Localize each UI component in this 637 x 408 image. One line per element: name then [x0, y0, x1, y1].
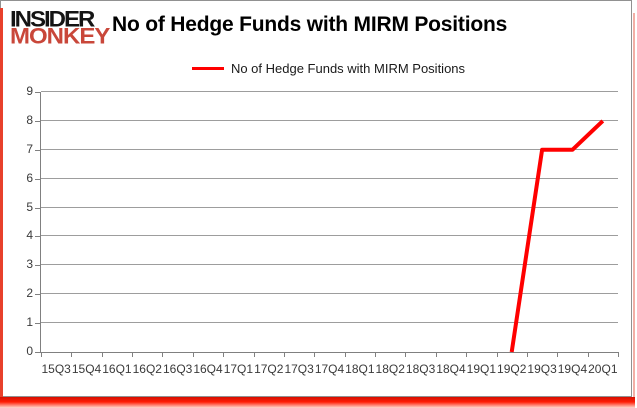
- x-axis-tick: [588, 352, 589, 357]
- y-axis-tick: [35, 323, 41, 325]
- x-axis-label: 18Q1: [345, 362, 375, 376]
- x-axis-label: 18Q4: [436, 362, 466, 376]
- x-axis-label: 19Q1: [466, 362, 497, 376]
- legend-label: No of Hedge Funds with MIRM Positions: [230, 60, 466, 76]
- x-axis-label: 17Q2: [254, 362, 284, 376]
- x-axis-tick: [162, 352, 163, 357]
- x-axis-label: 16Q4: [193, 362, 223, 376]
- gridline: [41, 177, 618, 179]
- x-axis-label: 16Q1: [102, 362, 132, 376]
- y-axis-label: 7: [26, 141, 33, 156]
- gridline: [41, 293, 618, 295]
- gridline: [41, 322, 618, 324]
- data-line-layer: [509, 119, 605, 353]
- x-axis-label: 16Q2: [132, 362, 162, 376]
- x-axis-tick: [223, 352, 224, 357]
- insider-monkey-logo: INSIDER MONKEY: [10, 7, 110, 50]
- gridline: [41, 206, 618, 208]
- y-axis-tick: [35, 92, 41, 93]
- x-axis-tick: [254, 352, 255, 357]
- chart-frame: [0, 0, 632, 397]
- x-axis-label: 19Q2: [497, 362, 527, 376]
- chart-title: No of Hedge Funds with MIRM Positions: [112, 13, 508, 36]
- x-axis-label: 19Q3: [527, 362, 557, 376]
- gridline: [41, 91, 618, 92]
- x-axis-tick: [527, 352, 528, 357]
- y-axis-label: 3: [26, 257, 33, 272]
- x-axis-label: 16Q3: [162, 362, 193, 376]
- x-axis-label: 15Q3: [41, 362, 71, 376]
- x-axis-label: 20Q1: [588, 362, 618, 376]
- y-axis-label: 8: [26, 112, 33, 127]
- x-axis-tick: [436, 352, 437, 357]
- y-axis-label: 0: [26, 344, 33, 358]
- gridline: [41, 119, 618, 121]
- x-axis-tick: [405, 352, 406, 357]
- y-axis-label: 6: [26, 170, 33, 185]
- x-axis-label: 17Q3: [284, 362, 314, 376]
- x-axis-tick: [102, 352, 103, 357]
- y-axis-tick: [35, 207, 41, 209]
- red-accent-right: [633, 13, 635, 397]
- x-axis-tick: [193, 352, 194, 357]
- red-accent-bottom: [0, 397, 635, 408]
- x-axis-tick: [284, 352, 285, 357]
- x-axis-tick: [557, 352, 558, 357]
- x-axis-label: 17Q4: [314, 362, 345, 376]
- series-line: [509, 119, 605, 353]
- x-axis-label: 18Q3: [405, 362, 436, 376]
- x-axis-label: 18Q2: [375, 362, 405, 376]
- gridline: [41, 264, 618, 266]
- x-axis-tick: [41, 352, 42, 357]
- legend: No of Hedge Funds with MIRM Positions: [40, 60, 617, 76]
- x-axis-tick: [314, 352, 315, 357]
- x-axis-label: 17Q1: [223, 362, 254, 376]
- plot-area: 0 1 2 3 4 5 6 7 8 9 15Q3 15Q4 16Q1 16Q2 16Q3 16Q4 17Q1 17…: [26, 84, 619, 376]
- y-axis-label: 2: [26, 286, 33, 301]
- legend-line-swatch: [191, 66, 224, 70]
- y-axis-label: 9: [26, 84, 33, 98]
- x-axis-tick: [132, 352, 133, 357]
- logo-word-monkey: MONKEY: [10, 24, 110, 50]
- y-axis-tick: [35, 294, 41, 296]
- x-axis-tick: [71, 352, 72, 357]
- x-axis-label: 15Q4: [71, 362, 102, 376]
- x-axis-tick: [618, 352, 619, 357]
- x-axis-tick: [375, 352, 376, 357]
- x-axis-label: 19Q4: [557, 362, 588, 376]
- red-accent-left: [0, 8, 3, 397]
- x-axis-tick: [497, 352, 498, 357]
- y-axis-tick: [35, 265, 41, 267]
- y-axis-tick: [35, 149, 41, 151]
- x-axis-tick: [466, 352, 467, 357]
- y-axis-tick: [35, 352, 41, 353]
- x-axis-tick: [345, 352, 346, 357]
- y-axis-label: 1: [26, 315, 33, 330]
- y-axis-label: 5: [26, 199, 33, 214]
- gridline: [41, 148, 618, 150]
- y-axis-tick: [35, 178, 41, 180]
- y-axis-tick: [35, 236, 41, 238]
- logo-word-insider: INSIDER: [10, 7, 95, 33]
- gridline: [41, 235, 618, 237]
- y-axis-tick: [35, 120, 41, 122]
- y-axis-label: 4: [26, 228, 33, 243]
